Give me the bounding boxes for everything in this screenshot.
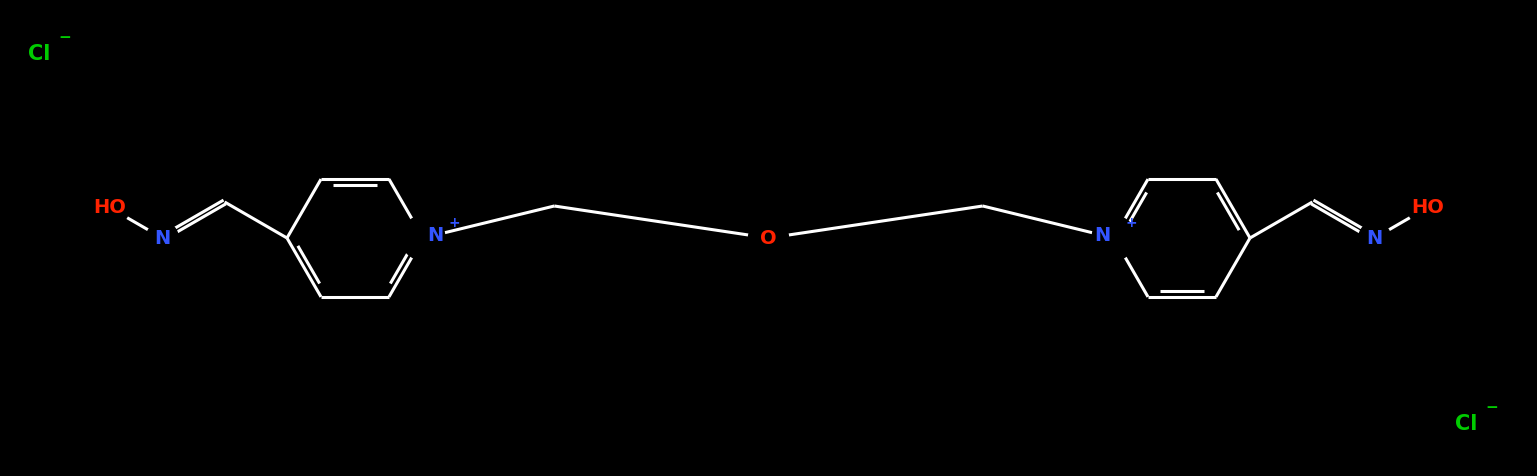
Circle shape (749, 218, 788, 258)
Text: −: − (58, 30, 71, 46)
Circle shape (146, 222, 178, 254)
Circle shape (89, 188, 129, 228)
Text: N: N (1094, 226, 1110, 245)
Text: −: − (1485, 400, 1497, 416)
Text: N: N (1366, 228, 1383, 248)
Text: +: + (1125, 216, 1137, 230)
Text: HO: HO (92, 198, 126, 217)
Text: +: + (449, 216, 461, 230)
Text: HO: HO (1411, 198, 1445, 217)
Circle shape (1091, 216, 1136, 260)
Text: N: N (427, 226, 443, 245)
Circle shape (1408, 188, 1448, 228)
Circle shape (1359, 222, 1391, 254)
Text: N: N (154, 228, 171, 248)
Text: Cl: Cl (28, 44, 51, 64)
Text: Cl: Cl (1456, 414, 1477, 434)
Text: O: O (761, 228, 776, 248)
Circle shape (401, 216, 446, 260)
